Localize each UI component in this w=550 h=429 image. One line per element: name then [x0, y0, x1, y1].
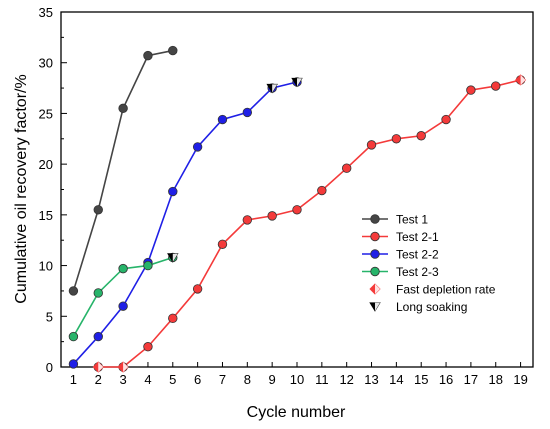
legend-label-test-2-2: Test 2-2 — [396, 248, 439, 262]
data-point-test-1 — [118, 103, 128, 114]
marker-long-soaking-highlight — [297, 78, 302, 87]
marker-long-soaking-highlight — [272, 84, 278, 93]
data-point-test-2-1 — [292, 205, 302, 215]
series-line-test-2-1 — [98, 79, 521, 368]
x-tick-label: 14 — [389, 372, 403, 387]
data-point-test-2-3 — [118, 263, 128, 274]
data-point-test-2-2 — [118, 301, 128, 311]
data-point-test-2-1 — [267, 211, 277, 221]
data-point-test-2-1 — [143, 342, 153, 352]
x-tick-label: 9 — [269, 372, 276, 387]
x-tick-label: 4 — [144, 372, 151, 387]
x-tick-label: 13 — [364, 372, 378, 387]
x-tick-label: 16 — [439, 372, 453, 387]
data-point-test-2-2 — [192, 142, 203, 152]
data-point-test-1 — [68, 286, 79, 296]
x-tick-label: 19 — [513, 372, 527, 387]
data-point-test-2-3 — [143, 260, 153, 271]
data-point-test-2-2 — [217, 114, 228, 125]
data-point-test-1 — [143, 50, 153, 61]
data-point-test-1 — [93, 205, 103, 215]
legend-label-test-2-1: Test 2-1 — [396, 230, 439, 244]
x-tick-label: 1 — [70, 372, 77, 387]
plot-area: 1 2 3 4 5 6 7 8 9 10 11 12 13 14 15 16 17 18 1905101520253… — [39, 5, 534, 387]
x-tick-label: 5 — [169, 372, 176, 387]
data-point-test-2-1 — [242, 215, 253, 225]
y-axis-title: Cumulative oil recovery factor/% — [13, 74, 30, 303]
y-tick-label: 0 — [46, 360, 53, 375]
legend-label-fast-depletion-rate: Fast depletion rate — [396, 283, 496, 297]
legend-label-test-1: Test 1 — [396, 213, 428, 227]
y-tick-label: 10 — [39, 259, 53, 274]
data-point-test-2-1 — [192, 284, 203, 294]
data-point-test-2-1 — [168, 313, 178, 324]
data-point-test-2-2 — [242, 107, 253, 118]
data-point-test-2-1 — [341, 163, 352, 173]
data-point-test-2-2 — [93, 331, 103, 342]
x-tick-label: 11 — [315, 372, 329, 387]
series-line-test-2-2 — [72, 81, 298, 365]
x-tick-label: 18 — [489, 372, 503, 387]
x-axis-title: Cycle number — [247, 404, 346, 421]
legend-label-test-2-3: Test 2-3 — [396, 265, 439, 279]
data-point-test-2-1 — [391, 134, 402, 144]
y-tick-label: 25 — [39, 106, 53, 121]
data-point-test-2-1 — [491, 81, 501, 91]
marker-long-soaking-highlight — [172, 253, 178, 262]
data-point-test-2-1 — [217, 239, 228, 249]
legend-marker-test-2-3 — [370, 266, 380, 277]
data-point-test-2-1 — [317, 185, 327, 196]
legend-label-long-soaking: Long soaking — [396, 300, 467, 314]
legend-marker-test-2-2 — [370, 249, 380, 259]
x-tick-label: 6 — [194, 372, 201, 387]
legend-marker-fast-depletion-rate-highlight — [375, 284, 380, 294]
data-point-test-2-1 — [416, 131, 426, 141]
legend-marker-test-2-1 — [370, 231, 380, 242]
y-tick-label: 20 — [39, 157, 53, 172]
data-point-test-2-1 — [366, 140, 377, 150]
marker-fast-depletion-rate-highlight — [520, 74, 526, 85]
x-tick-label: 3 — [119, 372, 126, 387]
x-tick-label: 17 — [464, 372, 478, 387]
x-tick-label: 8 — [244, 372, 251, 387]
y-tick-label: 5 — [46, 309, 53, 324]
data-point-test-2-1 — [466, 85, 476, 95]
x-tick-label: 10 — [290, 372, 304, 387]
legend-marker-test-1 — [370, 214, 380, 224]
data-point-test-2-3 — [93, 288, 103, 298]
data-point-test-2-3 — [68, 331, 79, 342]
y-tick-label: 30 — [39, 56, 53, 71]
data-point-test-2-2 — [68, 359, 79, 369]
x-tick-label: 12 — [339, 372, 353, 387]
x-tick-label: 7 — [219, 372, 226, 387]
legend-marker-long-soaking-highlight — [375, 302, 380, 311]
x-tick-label: 2 — [95, 372, 102, 387]
y-tick-label: 15 — [39, 208, 53, 223]
x-tick-label: 15 — [414, 372, 428, 387]
y-tick-label: 35 — [39, 5, 53, 20]
data-point-test-2-2 — [168, 186, 178, 197]
marker-fast-depletion-rate-highlight — [123, 362, 129, 372]
marker-fast-depletion-rate-highlight — [98, 362, 104, 372]
data-point-test-1 — [168, 45, 178, 56]
series-line-test-1 — [72, 49, 173, 292]
data-point-test-2-1 — [441, 114, 451, 125]
